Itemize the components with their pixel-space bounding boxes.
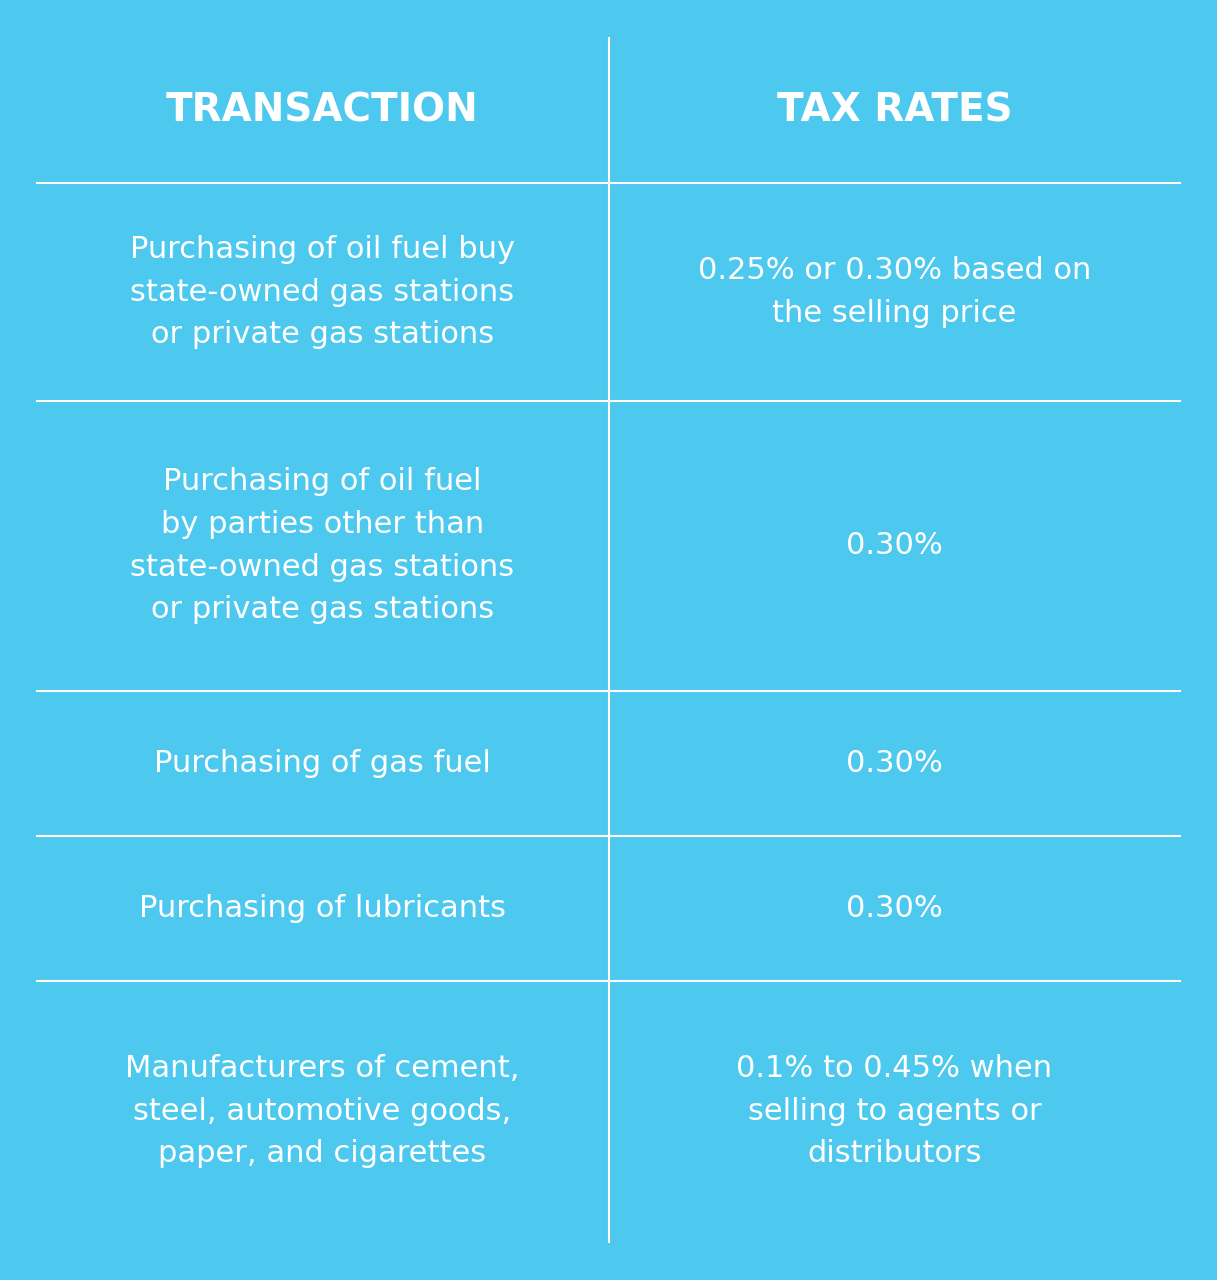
Text: Purchasing of lubricants: Purchasing of lubricants [139, 893, 506, 923]
Text: Purchasing of oil fuel buy
state-owned gas stations
or private gas stations: Purchasing of oil fuel buy state-owned g… [130, 234, 515, 349]
Text: TRANSACTION: TRANSACTION [167, 92, 478, 129]
Text: 0.25% or 0.30% based on
the selling price: 0.25% or 0.30% based on the selling pric… [697, 256, 1092, 328]
Text: 0.1% to 0.45% when
selling to agents or
distributors: 0.1% to 0.45% when selling to agents or … [736, 1053, 1053, 1169]
Text: TAX RATES: TAX RATES [776, 92, 1013, 129]
FancyBboxPatch shape [37, 38, 1180, 1242]
Text: 0.30%: 0.30% [846, 749, 943, 778]
Text: 0.30%: 0.30% [846, 893, 943, 923]
Text: Purchasing of gas fuel: Purchasing of gas fuel [155, 749, 490, 778]
Text: Purchasing of oil fuel
by parties other than
state-owned gas stations
or private: Purchasing of oil fuel by parties other … [130, 467, 515, 625]
Text: Manufacturers of cement,
steel, automotive goods,
paper, and cigarettes: Manufacturers of cement, steel, automoti… [125, 1053, 520, 1169]
Text: 0.30%: 0.30% [846, 531, 943, 561]
